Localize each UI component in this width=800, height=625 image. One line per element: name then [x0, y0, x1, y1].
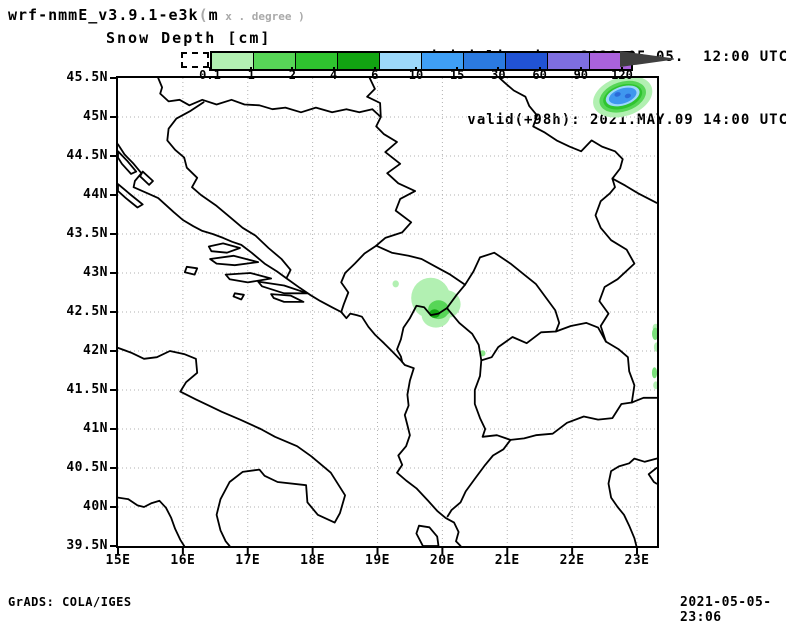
y-axis-label: 45.5N [66, 70, 108, 85]
x-axis-label: 23E [624, 553, 650, 568]
colorbar-boundary-tick [415, 67, 417, 71]
colorbar-value-label: 10 [408, 68, 424, 82]
y-axis-label: 41.5N [66, 382, 108, 397]
snow-depth-patch [653, 342, 657, 352]
country-border [445, 251, 561, 362]
snow-depth-patch [651, 367, 657, 379]
island-outline [270, 293, 305, 303]
colorbar-value-label: 60 [532, 68, 547, 82]
country-border [473, 359, 512, 441]
x-axis-label: 18E [300, 553, 326, 568]
country-border [554, 321, 607, 343]
map-canvas [118, 78, 657, 546]
colorbar-value-label: 15 [449, 68, 465, 82]
x-axis-label: 22E [559, 553, 585, 568]
colorbar-value-label: 90 [573, 68, 589, 82]
country-border [446, 438, 512, 518]
island-outline [183, 265, 199, 276]
y-axis-label: 43.5N [66, 226, 108, 241]
y-axis-label: 42.5N [66, 304, 108, 319]
colorbar-segment [296, 53, 338, 69]
coastline [118, 496, 186, 546]
coastline [118, 346, 347, 546]
colorbar-boundary-tick [497, 67, 500, 71]
snow-depth-patch [392, 280, 399, 288]
x-axis-label: 20E [429, 553, 455, 568]
colorbar-segment [422, 53, 464, 69]
island-outline [209, 254, 260, 267]
grads-credit: GrADS: COLA/IGES [8, 595, 132, 609]
colorbar-segment [548, 53, 590, 69]
snow-depth-patch [652, 327, 657, 340]
colorbar-boundary-tick [291, 67, 294, 71]
colorbar-boundary-tick [373, 67, 376, 71]
island-outline [232, 292, 245, 301]
model-name: wrf-nmmE_v3.9.1-e3k [8, 6, 199, 24]
colorbar-boundary-tick [209, 67, 211, 71]
island-outline [118, 183, 144, 209]
colorbar-below-min-box [181, 52, 209, 68]
x-axis-label: 21E [494, 553, 520, 568]
island-outline [224, 272, 273, 284]
colorbar-boundary-tick [579, 67, 582, 71]
y-axis-label: 39.5N [66, 538, 108, 553]
colorbar-segment [380, 53, 422, 69]
y-axis-label: 44.5N [66, 148, 108, 163]
colorbar-segment [506, 53, 548, 69]
unit-note: x . degree ) [218, 10, 305, 23]
model-name-tail: m [208, 6, 219, 24]
y-axis-label: 41N [83, 421, 108, 436]
x-axis-label: 19E [365, 553, 390, 568]
island-outline [207, 242, 241, 254]
colorbar-value-label: 4 [329, 68, 338, 82]
snow-depth-patch [653, 381, 657, 390]
colorbar-value-label: 2 [288, 68, 296, 82]
coastline [647, 467, 657, 485]
coastline [607, 457, 657, 546]
colorbar-boundary-tick [250, 67, 253, 71]
model-version-label: wrf-nmmE_v3.9.1-e3k(m x . degree ) [8, 6, 305, 24]
y-axis-label: 44N [83, 187, 108, 202]
y-axis-label: 43N [83, 265, 108, 280]
colorbar-value-label: 6 [371, 68, 379, 82]
arrow-shape [620, 51, 674, 67]
colorbar-boundary-tick [456, 67, 459, 71]
colorbar-boundary-tick [621, 67, 623, 71]
island-outline [415, 524, 440, 546]
coastline [118, 143, 462, 546]
island-outline [139, 170, 154, 186]
country-border [594, 177, 636, 343]
colorbar-value-label: 0.1 [199, 68, 221, 82]
country-border [611, 177, 657, 204]
colorbar-segment [254, 53, 296, 69]
country-border [509, 401, 633, 441]
y-axis-label: 40.5N [66, 460, 108, 475]
x-axis-label: 17E [235, 553, 261, 568]
colorbar-segment [212, 53, 254, 69]
y-axis-label: 42N [83, 343, 108, 358]
creation-timestamp: 2021-05-05-23:06 [680, 595, 772, 625]
paren-open: ( [198, 6, 209, 24]
colorbar-segment [338, 53, 380, 69]
colorbar-segment [464, 53, 506, 69]
colorbar-boundary-tick [538, 67, 541, 71]
country-border [630, 396, 657, 404]
colorbar-value-label: 30 [491, 68, 506, 82]
colorbar-value-label: 120 [611, 68, 633, 82]
colorbar-boundary-tick [332, 67, 335, 71]
page-title: Snow Depth [cm] [106, 29, 272, 47]
colorbar-value-label: 1 [247, 68, 255, 82]
y-axis-label: 45N [83, 109, 108, 124]
country-border [375, 244, 467, 286]
x-axis-label: 15E [105, 553, 131, 568]
x-axis-label: 16E [170, 553, 196, 568]
y-axis-label: 40N [83, 499, 108, 514]
colorbar-overflow-arrow [620, 51, 674, 67]
